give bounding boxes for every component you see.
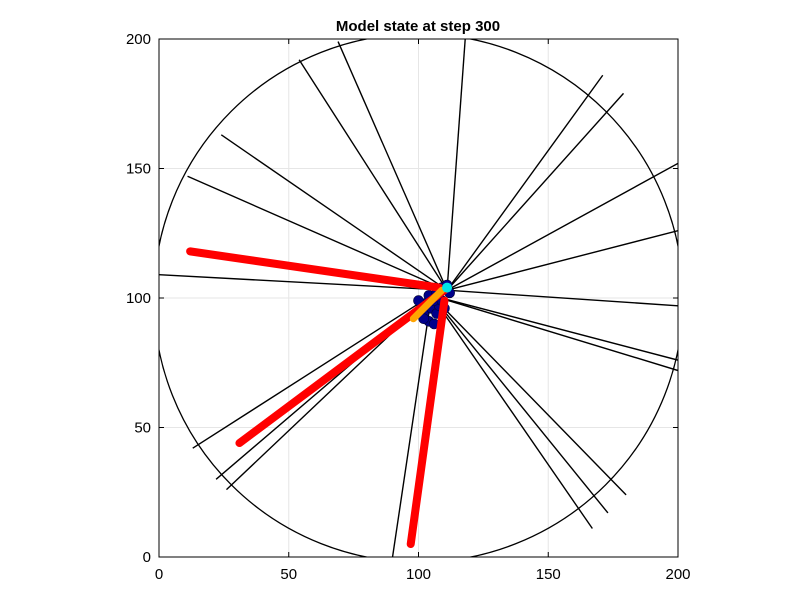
x-tick-label-1: 50 [280,566,297,583]
black-segment-8 [446,162,678,291]
black-segment-16 [391,295,433,557]
black-segment-6 [446,74,604,291]
x-tick-label-0: 0 [155,566,163,583]
x-tick-label-4: 200 [665,566,690,583]
y-tick-label-1: 50 [134,420,151,437]
black-segment-4 [337,41,448,291]
black-segment-15 [430,295,593,529]
chart-title: Model state at step 300 [336,18,500,35]
black-segment-9 [446,229,678,291]
black-segment-3 [298,59,448,291]
red-path-2 [406,296,449,549]
cyan-point-0 [442,282,453,293]
black-segment-1 [187,175,448,291]
y-tick-label-0: 0 [143,549,151,566]
black-segment-14 [430,294,609,514]
black-segment-11 [431,294,678,361]
blue-point-17 [418,313,429,325]
red-path-1 [235,286,449,448]
black-segment-17 [192,294,432,449]
plot-content [159,39,678,557]
y-tick-label-3: 150 [126,161,151,178]
x-tick-label-3: 150 [536,566,561,583]
x-tick-label-2: 100 [406,566,431,583]
black-segment-2 [220,134,448,291]
black-segment-5 [446,39,466,291]
y-tick-label-4: 200 [126,31,151,48]
y-tick-label-2: 100 [126,290,151,307]
black-segment-13 [430,294,627,496]
red-path-0 [186,247,444,292]
orange-arrow [409,286,446,323]
black-segment-12 [431,294,678,372]
black-segment-10 [446,289,678,307]
black-segment-0 [159,273,448,291]
black-segment-7 [446,92,625,291]
ticks: 0 50 100 150 200 0 50 100 150 200 [126,31,691,583]
